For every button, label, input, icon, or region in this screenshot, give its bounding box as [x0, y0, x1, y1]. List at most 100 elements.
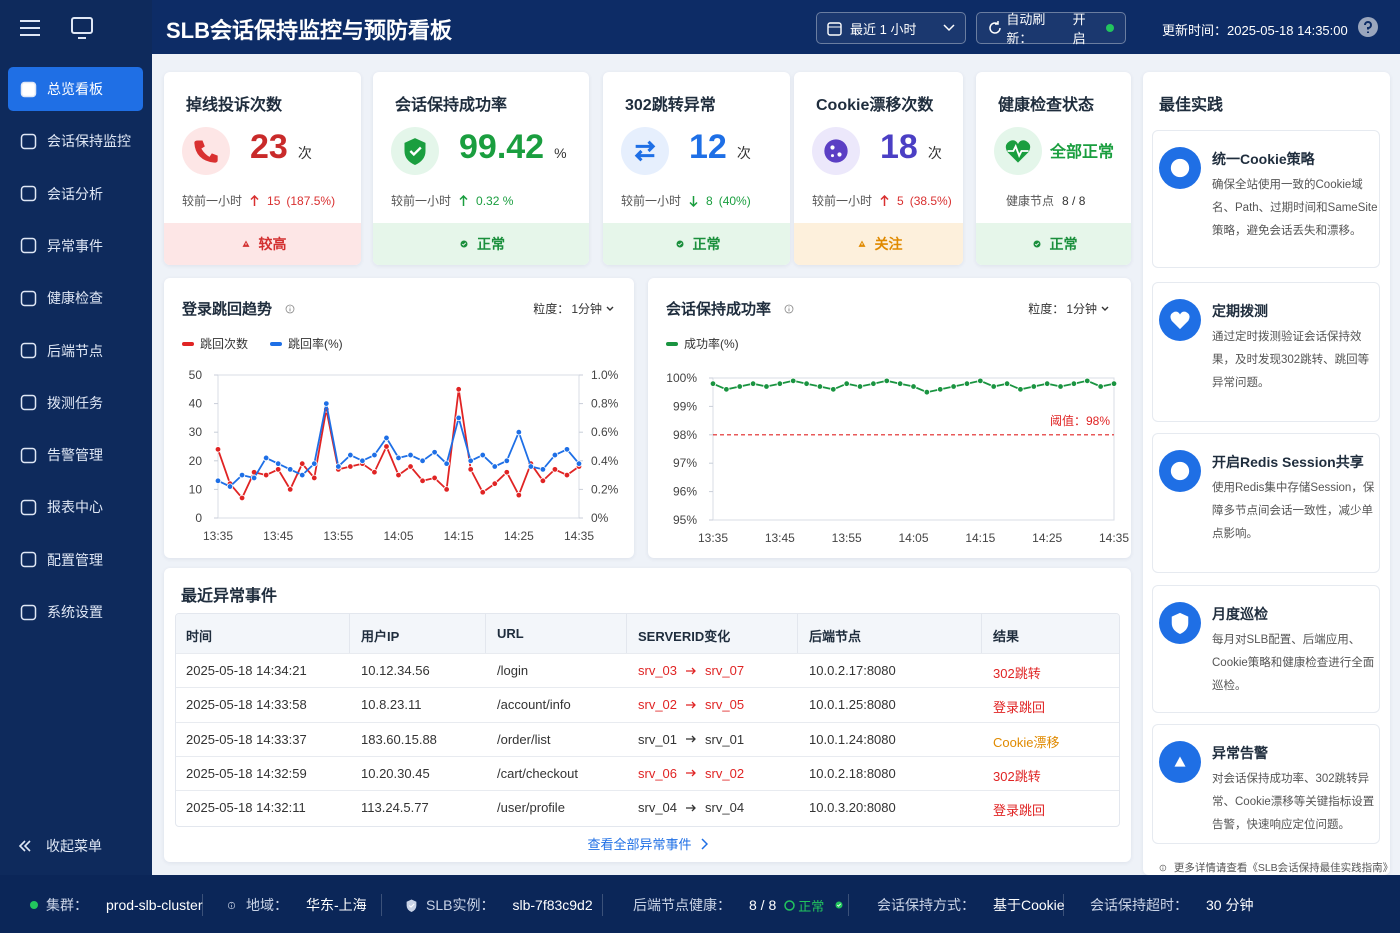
chart-card: 会话保持成功率 粒度： 1分钟 成功率(%) 95% 96% 97% 98% 99% 100% 13… — [648, 278, 1131, 558]
data-point — [395, 471, 402, 479]
status-value: slb-7f83c9d2 — [512, 897, 593, 913]
data-point — [443, 460, 450, 467]
menu-item[interactable]: 告警管理 — [8, 433, 143, 477]
menu-item[interactable]: 会话保持监控 — [8, 119, 143, 163]
kpi-title: 会话保持成功率 — [395, 97, 508, 114]
status-value: prod-slb-cluster — [106, 897, 203, 913]
menu-icon-shape — [20, 342, 37, 359]
kpi-card: Cookie漂移次数 18 次较前一小时 5 (38.5%) 关注 — [794, 72, 963, 265]
col-divider — [485, 614, 486, 653]
status-badge: 正常 — [784, 896, 824, 915]
view-all-link[interactable]: 查看全部异常事件 — [164, 834, 1131, 853]
plot-frame — [217, 374, 580, 519]
x-tick-label: 14:25 — [1032, 531, 1062, 545]
glyph-part — [837, 903, 842, 907]
server-to: srv_04 — [705, 800, 745, 816]
data-point — [323, 400, 330, 407]
data-point — [274, 460, 282, 467]
granularity-label: 粒度： — [1028, 302, 1065, 316]
y-tick-label: 0 — [195, 511, 202, 525]
menu-item[interactable]: 配置管理 — [8, 538, 143, 582]
bp-item-title: 定期拨测 — [1212, 303, 1268, 319]
menu-item[interactable]: 报表中心 — [8, 485, 143, 529]
x-tick-label: 13:55 — [832, 531, 862, 545]
kpi-title: 302跳转异常 — [625, 97, 716, 114]
data-point — [896, 380, 904, 387]
arrow — [686, 769, 696, 777]
data-point — [250, 474, 258, 482]
glyph-part — [231, 902, 232, 904]
chart-plot: 0 10 20 30 40 50 0% 0.2% 0.4% 0.6% 0.8% 1.0% 13:35 13… — [189, 368, 619, 543]
y-tick-label: 10 — [189, 482, 203, 496]
data-point — [479, 489, 486, 496]
data-point — [1017, 386, 1024, 393]
bp-item-title: 月度巡检 — [1212, 606, 1268, 622]
refresh-icon — [989, 21, 1001, 34]
data-point — [335, 463, 342, 470]
x-tick-label: 14:25 — [504, 529, 534, 543]
bp-item-desc: 使用Redis集中存储Session，保障多节点间会话一致性，减少单点影响。 — [1212, 482, 1375, 540]
data-point — [347, 451, 354, 459]
status-label: 正常 — [692, 236, 721, 252]
menu-label: 总览看板 — [47, 81, 103, 97]
warn-icon — [242, 240, 249, 247]
data-point — [551, 466, 559, 473]
status-band: 正常 — [373, 223, 589, 265]
help-icon[interactable] — [1358, 17, 1378, 37]
menu-icon-shape — [20, 290, 37, 306]
granularity[interactable]: 粒度： 1分钟 — [1028, 300, 1111, 317]
legend-label: 跳回率(%) — [288, 337, 343, 351]
granularity[interactable]: 粒度： 1分钟 — [533, 300, 616, 317]
bp-note[interactable]: 更多详情请查看《SLB会话保持最佳实践指南》 — [1157, 860, 1390, 875]
compare-pct: (38.5%) — [909, 193, 952, 208]
data-point — [1030, 383, 1037, 390]
time-range[interactable]: 最近 1 小时 — [816, 12, 966, 44]
auto-refresh[interactable]: 自动刷新： 开启 — [976, 12, 1126, 46]
compare-pct: (40%) — [718, 193, 751, 208]
menu-item[interactable]: 后端节点 — [8, 329, 143, 373]
data-point — [238, 494, 246, 502]
menu-item[interactable]: 拨测任务 — [8, 381, 143, 425]
plot-frame — [712, 377, 1115, 521]
bp-item: 统一Cookie策略 确保全站使用一致的Cookie域名、Path、过期时间和Sa… — [1152, 130, 1380, 268]
status-item: 地域： 华东-上海 — [225, 895, 367, 915]
status-item: SLB实例： slb-7f83c9d2 — [405, 895, 593, 915]
trend-arrow — [459, 194, 468, 206]
y-tick-label: 0.4% — [591, 454, 619, 468]
data-point — [226, 483, 234, 490]
menu-icon-shape — [20, 499, 37, 516]
col-divider — [626, 614, 627, 653]
compare-delta: 0.32 % — [476, 193, 514, 208]
cell: 登录跳回 — [993, 700, 1046, 716]
legend-label: 成功率(%) — [684, 337, 739, 351]
menu-item[interactable]: 异常事件 — [8, 224, 143, 268]
menu-item[interactable]: 健康检查 — [8, 276, 143, 320]
legend-swatch — [182, 341, 194, 346]
trend-arrow — [880, 194, 889, 206]
menu-item[interactable]: 会话分析 — [8, 172, 143, 216]
chevron — [700, 837, 708, 850]
data-point — [1057, 383, 1064, 390]
data-point — [776, 380, 784, 387]
glyph-part — [1181, 169, 1185, 173]
threshold-label: 阈值：98% — [1050, 413, 1110, 428]
shield-icon — [1171, 612, 1189, 634]
data-point — [371, 451, 378, 459]
bp-item: 开启Redis Session共享 使用Redis集中存储Session，保障多节… — [1152, 433, 1380, 573]
best-practices: 最佳实践 统一Cookie策略 确保全站使用一致的Cookie域名、Path、过期时… — [1143, 72, 1390, 875]
menu-item[interactable]: 总览看板 — [8, 67, 143, 111]
bp-item: 异常告警 对会话保持成功率、302跳转异常、Cookie漂移等关键指标设置告警，快… — [1152, 724, 1380, 844]
screen-icon[interactable] — [71, 17, 93, 39]
arrow-shape — [686, 735, 696, 743]
menu-item[interactable]: 系统设置 — [8, 590, 143, 634]
collapse[interactable]: 收起菜单 — [18, 836, 102, 856]
cell: 2025-05-18 14:32:11 — [186, 800, 306, 816]
cell: 113.24.5.77 — [361, 800, 429, 816]
cell: 10.0.2.18:8080 — [809, 765, 896, 781]
menu-label: 配置管理 — [47, 551, 103, 568]
menu-icon[interactable] — [20, 20, 40, 36]
kpi-icon — [391, 127, 439, 175]
data-point — [383, 443, 390, 450]
data-point — [910, 383, 917, 390]
